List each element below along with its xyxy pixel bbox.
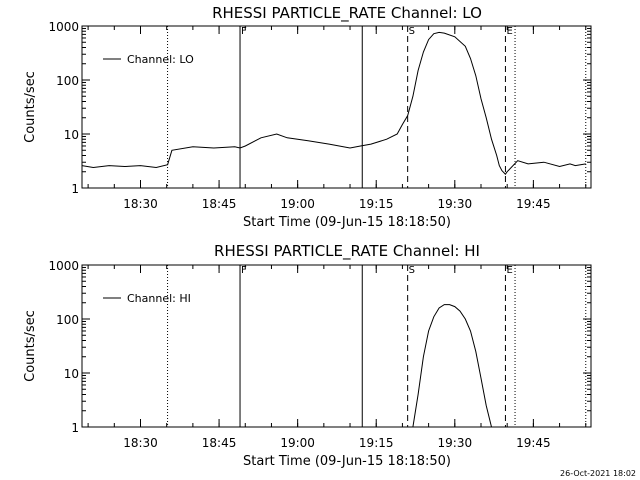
y-tick-label: 100 [56, 74, 79, 88]
panel-title: RHESSI PARTICLE_RATE Channel: LO [212, 4, 482, 23]
y-tick-label: 10 [64, 367, 79, 381]
y-tick-label: 10 [64, 128, 79, 142]
x-tick-label: 19:15 [359, 197, 394, 211]
x-tick-label: 19:30 [438, 197, 473, 211]
x-tick-label: 19:45 [516, 436, 551, 450]
plot-frame [81, 25, 592, 189]
time-marker-label: S [409, 265, 415, 276]
time-marker-label: E [506, 26, 512, 37]
legend-label: Channel: LO [127, 53, 194, 66]
legend-label: Channel: HI [127, 292, 191, 305]
x-tick-label: 19:45 [516, 197, 551, 211]
x-axis-label: Start Time (09-Jun-15 18:18:50) [243, 215, 451, 230]
y-tick-label: 100 [56, 313, 79, 327]
axis-ticks: 18:30 18:45 19:00 19:15 19:30 19:45 1 10 100 1000 [48, 259, 591, 450]
y-axis-label: Counts/sec [23, 71, 38, 143]
series-line-hi [412, 304, 492, 428]
time-marker-label: S [409, 26, 415, 37]
y-tick-label: 1000 [48, 259, 79, 273]
time-marker-label: F [241, 26, 247, 37]
plot-frame [81, 264, 592, 428]
time-marker-label: E [506, 265, 512, 276]
time-marker-label: F [241, 265, 247, 276]
x-tick-label: 19:15 [359, 436, 394, 450]
x-tick-label: 19:00 [280, 197, 315, 211]
panel-title: RHESSI PARTICLE_RATE Channel: HI [214, 242, 480, 261]
x-tick-label: 19:30 [438, 436, 473, 450]
timestamp-stamp: 26-Oct-2021 18:02 [560, 469, 636, 478]
axis-ticks: 18:30 18:45 19:00 19:15 19:30 19:45 1 10 100 1000 [48, 20, 591, 211]
x-tick-label: 19:00 [280, 436, 315, 450]
x-tick-label: 18:45 [202, 436, 237, 450]
y-tick-label: 1000 [48, 20, 79, 34]
y-axis-label: Counts/sec [23, 310, 38, 382]
y-tick-label: 1 [71, 182, 79, 196]
y-tick-label: 1 [71, 421, 79, 435]
x-axis-label: Start Time (09-Jun-15 18:18:50) [243, 454, 451, 469]
panel-lo: RHESSI PARTICLE_RATE Channel: LO 18:30 18… [23, 4, 592, 230]
panel-hi: RHESSI PARTICLE_RATE Channel: HI 18:30 18… [23, 242, 592, 469]
x-tick-label: 18:30 [123, 197, 158, 211]
x-tick-label: 18:30 [123, 436, 158, 450]
series-line-lo [81, 31, 586, 175]
x-tick-label: 18:45 [202, 197, 237, 211]
